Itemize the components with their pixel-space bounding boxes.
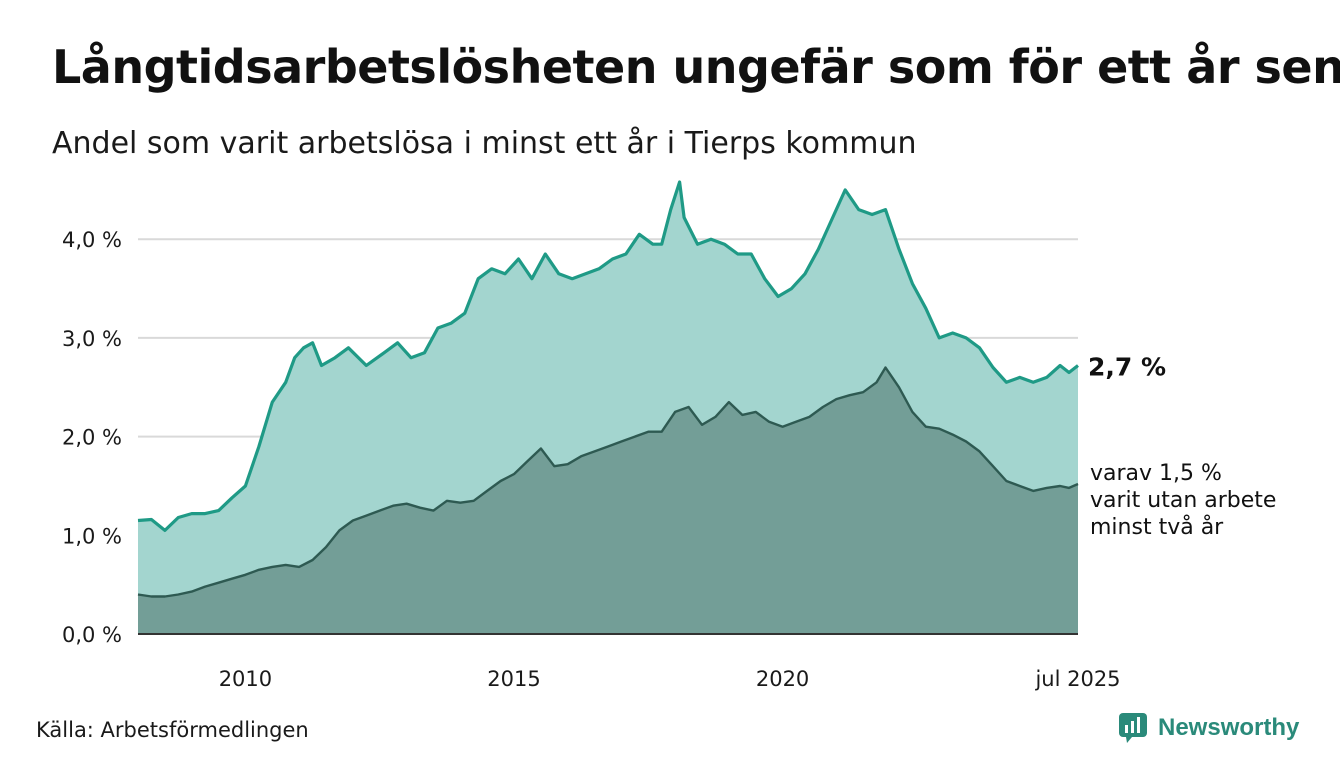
series-total-line	[137, 180, 1079, 532]
y-tick-label: 2,0 %	[62, 426, 122, 450]
x-tick-label: 2020	[756, 667, 809, 691]
two-years-end-label: varit utan arbete	[1090, 488, 1276, 513]
source-note: Källa: Arbetsförmedlingen	[36, 718, 309, 742]
chart-subtitle: Andel som varit arbetslösa i minst ett å…	[52, 126, 917, 161]
series-two-years-area	[138, 367, 1078, 634]
y-tick-label: 0,0 %	[62, 623, 122, 647]
brand-logo: Newsworthy	[1118, 712, 1299, 744]
newsworthy-logo-icon	[1119, 713, 1147, 743]
series-two-years-line	[137, 366, 1079, 598]
x-tick-label: jul 2025	[1034, 667, 1120, 691]
y-tick-label: 4,0 %	[62, 228, 122, 252]
brand-name: Newsworthy	[1158, 714, 1300, 741]
y-tick-label: 1,0 %	[62, 524, 122, 548]
y-tick-label: 3,0 %	[62, 327, 122, 351]
two-years-end-label: minst två år	[1090, 514, 1224, 540]
chart-title: Långtidsarbetslösheten ungefär som för e…	[52, 40, 1340, 94]
x-tick-label: 2015	[487, 667, 540, 691]
two-years-end-label: varav 1,5 %	[1090, 461, 1222, 486]
total-end-label: 2,7 %	[1088, 353, 1166, 382]
x-tick-label: 2010	[219, 667, 272, 691]
